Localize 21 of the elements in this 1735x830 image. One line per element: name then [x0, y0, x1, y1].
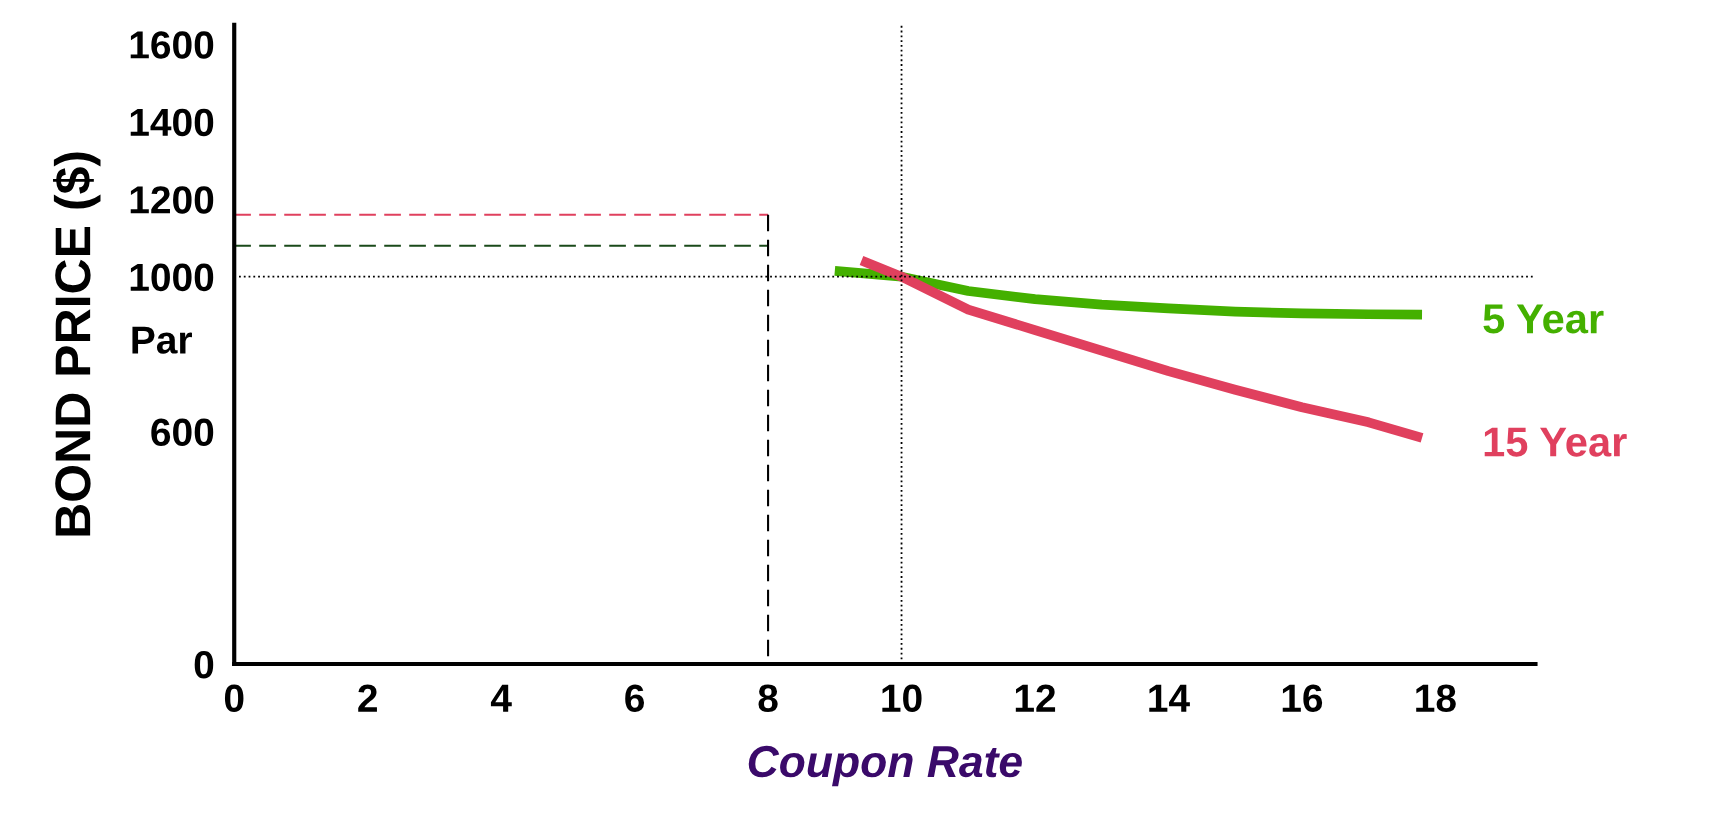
x-tick-label: 14	[1149, 684, 1190, 712]
y-tick-label: 600	[151, 418, 214, 447]
y-axis-title: BOND PRICE ($)	[53, 152, 101, 536]
y-tick-label: 1200	[130, 186, 214, 214]
text: Par	[132, 326, 192, 354]
x-tick-label: 4	[490, 684, 512, 712]
y-tick-label: 0	[194, 650, 214, 679]
x-tick-label: 0	[224, 684, 244, 713]
x-tick-label: 10	[882, 684, 922, 713]
y-tick-label: 1400	[130, 108, 214, 137]
series-label: 15 Year	[1484, 427, 1627, 457]
x-tick-label: 18	[1416, 684, 1456, 713]
y-tick-label: 1600	[130, 31, 214, 59]
x-tick-label: 16	[1282, 684, 1323, 713]
x-tick-label: 12	[1015, 684, 1056, 712]
x-axis-title: Coupon Rate	[748, 745, 1022, 787]
x-tick-label: 2	[358, 684, 377, 712]
series-label: 5 Year	[1483, 304, 1604, 334]
x-tick-label: 8	[758, 684, 778, 713]
y-tick-label: 1000	[130, 263, 214, 292]
x-tick-label: 6	[625, 684, 645, 713]
